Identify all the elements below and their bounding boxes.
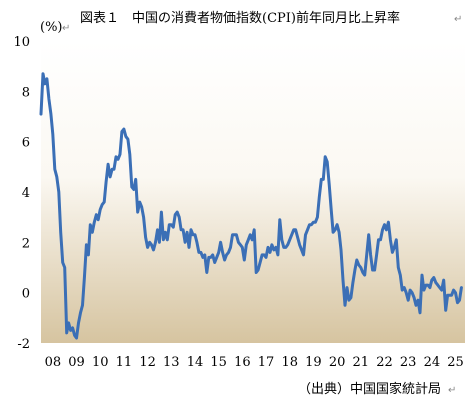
y-tick-label: 0 [22,287,30,302]
y-axis-unit-label: (%) [40,20,63,35]
x-tick-label: 09 [68,355,85,370]
plot-area [41,41,465,343]
x-tick-label: 13 [163,355,180,370]
y-axis-ticks: -2 0 2 4 6 8 10 [13,35,30,352]
chart-title: 図表１ 中国の消費者物価指数(CPI)前年同月比上昇率 [80,10,400,26]
x-tick-label: 21 [353,355,370,370]
series-lines [39,72,463,340]
x-tick-label: 24 [424,355,441,370]
y-tick-label: 10 [13,35,30,50]
cpi-series-line [39,72,463,340]
source-return-mark: ↵ [448,385,456,396]
y-tick-label: 2 [22,236,30,251]
x-tick-label: 10 [92,355,109,370]
x-tick-label: 20 [329,355,346,370]
source-note: （出典）中国国家統計局 [298,381,441,397]
x-tick-label: 08 [45,355,62,370]
y-tick-label: 6 [22,136,30,151]
x-tick-label: 11 [116,355,133,370]
x-tick-label: 23 [400,355,417,370]
title-return-mark: ↵ [454,14,462,25]
x-tick-label: 18 [281,355,298,370]
y-tick-label: -2 [17,337,30,352]
x-tick-label: 16 [234,355,251,370]
y-tick-label: 8 [22,85,30,100]
x-tick-label: 15 [210,355,227,370]
x-tick-label: 12 [139,355,156,370]
x-tick-label: 17 [258,355,275,370]
unit-return-mark: ↵ [62,23,70,34]
x-tick-label: 14 [187,355,204,370]
x-tick-label: 25 [447,355,464,370]
x-tick-label: 19 [305,355,322,370]
x-tick-label: 22 [376,355,393,370]
y-tick-label: 4 [22,186,30,201]
x-axis-ticks: 08 09 10 11 12 13 14 15 16 17 18 19 20 21 22 23 24 25 [45,355,464,370]
